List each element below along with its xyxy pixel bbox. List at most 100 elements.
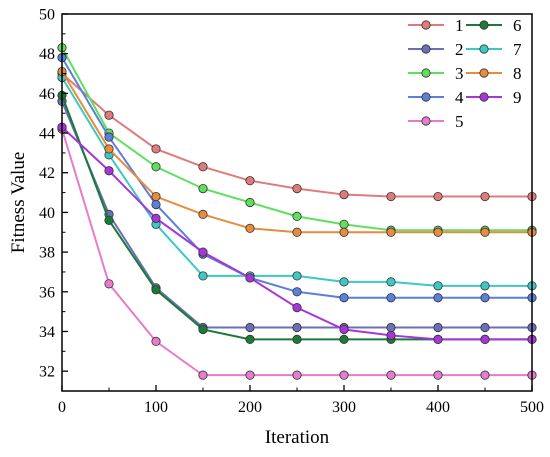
y-tick-label: 34 bbox=[39, 324, 55, 341]
data-point-series-5 bbox=[104, 279, 114, 289]
data-point-series-3 bbox=[292, 211, 302, 221]
data-point-series-8 bbox=[151, 191, 161, 202]
data-point-series-1 bbox=[339, 189, 349, 200]
data-point-series-9 bbox=[480, 334, 490, 345]
data-point-series-9 bbox=[104, 166, 114, 176]
data-point-series-9 bbox=[198, 247, 208, 257]
data-point-series-9 bbox=[339, 324, 349, 335]
legend-label-2: 2 bbox=[455, 40, 464, 59]
data-point-series-2 bbox=[245, 322, 255, 333]
data-point-series-8 bbox=[339, 227, 349, 237]
data-point-series-7 bbox=[292, 271, 302, 281]
data-point-series-3 bbox=[339, 219, 349, 229]
y-tick-label: 38 bbox=[39, 245, 55, 262]
data-point-series-9 bbox=[151, 213, 161, 223]
data-point-series-7 bbox=[433, 281, 443, 291]
data-point-series-9 bbox=[433, 334, 443, 345]
legend-marker-7 bbox=[479, 44, 489, 54]
data-point-series-1 bbox=[433, 191, 443, 202]
data-point-series-1 bbox=[386, 191, 396, 202]
data-point-series-4 bbox=[292, 287, 302, 297]
data-point-series-5 bbox=[386, 370, 396, 380]
data-point-series-6 bbox=[151, 285, 161, 295]
legend-label-9: 9 bbox=[513, 88, 522, 107]
data-point-series-2 bbox=[292, 322, 302, 333]
legend-marker-8 bbox=[479, 68, 489, 78]
legend-label-1: 1 bbox=[455, 16, 464, 35]
data-point-series-9 bbox=[292, 303, 302, 313]
data-point-series-1 bbox=[292, 184, 302, 194]
data-point-series-4 bbox=[386, 293, 396, 303]
x-tick-label: 400 bbox=[426, 399, 450, 416]
legend-marker-9 bbox=[479, 92, 489, 102]
data-point-series-8 bbox=[433, 227, 443, 237]
data-point-series-8 bbox=[480, 227, 490, 237]
data-point-series-6 bbox=[198, 324, 208, 335]
legend-label-4: 4 bbox=[455, 88, 464, 107]
x-tick-label: 0 bbox=[58, 399, 66, 416]
y-tick-label: 42 bbox=[39, 165, 55, 182]
data-point-series-1 bbox=[480, 191, 490, 202]
legend-marker-1 bbox=[421, 20, 431, 30]
data-point-series-1 bbox=[245, 176, 255, 186]
data-point-series-2 bbox=[480, 322, 490, 333]
legend-marker-5 bbox=[421, 116, 431, 126]
data-point-series-7 bbox=[386, 277, 396, 287]
y-tick-label: 44 bbox=[39, 126, 55, 143]
x-tick-label: 300 bbox=[332, 399, 356, 416]
legend-marker-3 bbox=[421, 68, 431, 78]
data-point-series-5 bbox=[292, 370, 302, 380]
data-point-series-2 bbox=[433, 322, 443, 333]
data-point-series-9 bbox=[245, 273, 255, 283]
data-point-series-8 bbox=[386, 227, 396, 237]
data-point-series-2 bbox=[386, 322, 396, 333]
x-tick-label: 200 bbox=[238, 399, 262, 416]
y-tick-label: 48 bbox=[39, 46, 55, 63]
data-point-series-8 bbox=[292, 227, 302, 237]
y-tick-label: 46 bbox=[39, 86, 55, 103]
data-point-series-5 bbox=[339, 370, 349, 380]
data-point-series-7 bbox=[198, 271, 208, 281]
data-point-series-6 bbox=[339, 334, 349, 345]
data-point-series-6 bbox=[104, 215, 114, 225]
data-point-series-5 bbox=[151, 336, 161, 346]
data-point-series-1 bbox=[104, 110, 114, 120]
y-tick-label: 36 bbox=[39, 284, 55, 301]
legend-marker-6 bbox=[479, 20, 489, 30]
data-point-series-7 bbox=[339, 277, 349, 287]
data-point-series-3 bbox=[198, 184, 208, 194]
x-tick-label: 100 bbox=[144, 399, 168, 416]
y-tick-label: 32 bbox=[39, 364, 55, 381]
data-point-series-5 bbox=[198, 370, 208, 380]
legend-marker-4 bbox=[421, 92, 431, 102]
data-point-series-8 bbox=[104, 144, 114, 154]
data-point-series-5 bbox=[480, 370, 490, 380]
y-tick-label: 50 bbox=[39, 7, 55, 24]
x-tick-label: 500 bbox=[520, 399, 544, 416]
legend-label-7: 7 bbox=[513, 40, 522, 59]
data-point-series-8 bbox=[245, 223, 255, 233]
legend-marker-2 bbox=[421, 44, 431, 54]
data-point-series-7 bbox=[480, 281, 490, 291]
data-point-series-3 bbox=[245, 197, 255, 208]
data-point-series-6 bbox=[245, 334, 255, 345]
legend-label-6: 6 bbox=[513, 16, 522, 35]
data-point-series-5 bbox=[245, 370, 255, 380]
data-point-series-9 bbox=[386, 330, 396, 341]
data-point-series-4 bbox=[480, 293, 490, 303]
legend-label-3: 3 bbox=[455, 64, 464, 83]
data-point-series-8 bbox=[198, 209, 208, 220]
data-point-series-6 bbox=[292, 334, 302, 345]
data-point-series-3 bbox=[151, 162, 161, 172]
data-point-series-4 bbox=[339, 293, 349, 303]
y-tick-label: 40 bbox=[39, 205, 55, 222]
data-point-series-4 bbox=[151, 199, 161, 210]
data-point-series-1 bbox=[151, 144, 161, 154]
x-axis-title: Iteration bbox=[265, 427, 330, 448]
legend-label-8: 8 bbox=[513, 64, 522, 83]
legend-label-5: 5 bbox=[455, 112, 464, 131]
data-point-series-4 bbox=[433, 293, 443, 303]
data-point-series-5 bbox=[433, 370, 443, 380]
